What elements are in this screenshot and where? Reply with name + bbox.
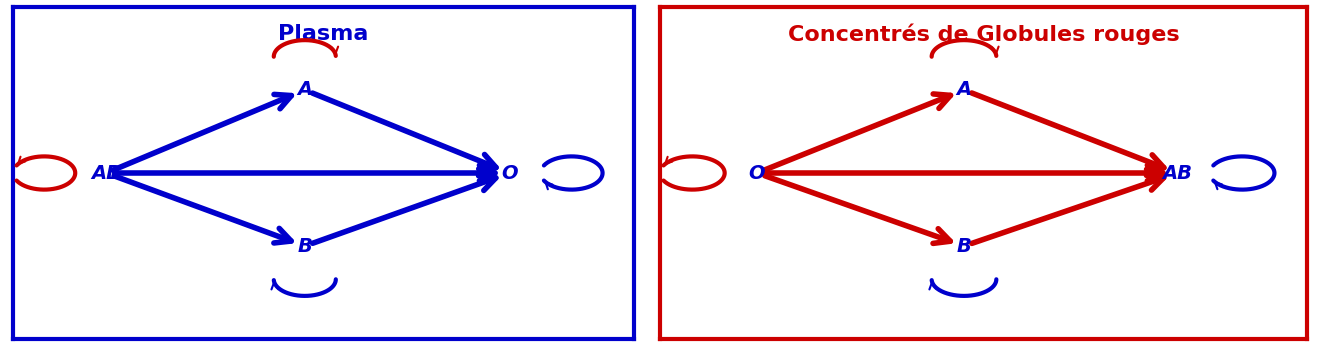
Text: Concentrés de Globules rouges: Concentrés de Globules rouges (788, 24, 1179, 45)
Text: AB: AB (1163, 164, 1192, 182)
Text: Plasma: Plasma (279, 24, 368, 44)
Text: B: B (297, 237, 313, 256)
Text: O: O (748, 164, 766, 182)
Text: A: A (957, 81, 972, 99)
Text: O: O (502, 164, 517, 182)
Text: B: B (957, 237, 972, 256)
Text: AB: AB (91, 164, 121, 182)
Text: A: A (297, 81, 313, 99)
